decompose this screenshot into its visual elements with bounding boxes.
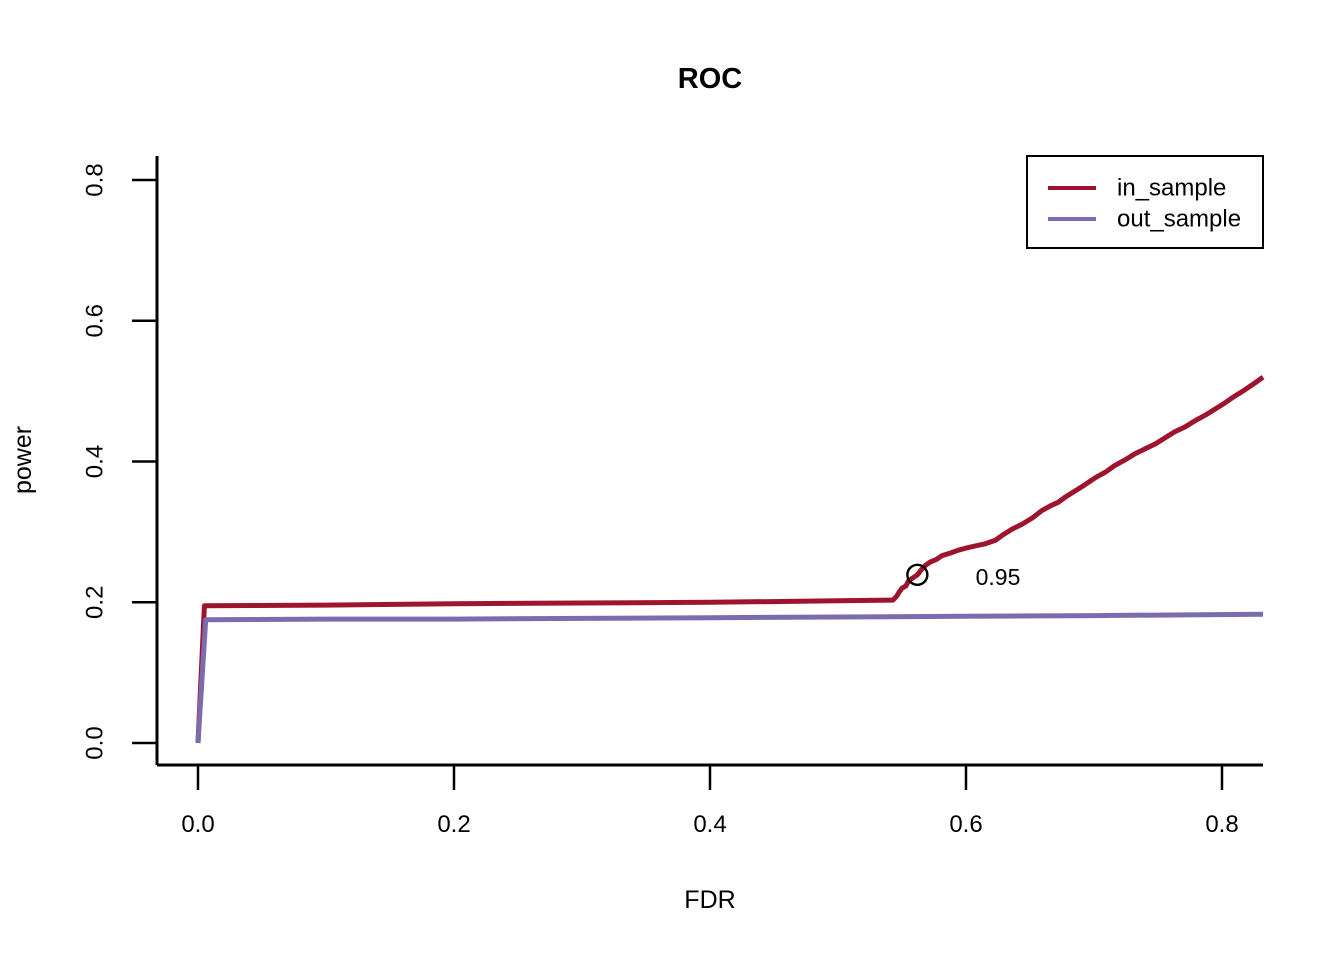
legend-label-in-sample: in_sample <box>1117 175 1226 202</box>
y-tick-label: 0.6 <box>82 304 109 337</box>
legend-box <box>1026 155 1264 249</box>
x-tick-label: 0.0 <box>181 811 214 838</box>
y-axis-title: power <box>9 426 37 494</box>
y-tick-label: 0.2 <box>82 586 109 619</box>
y-tick-label: 0.0 <box>82 726 109 759</box>
threshold-marker-icon <box>906 563 929 587</box>
legend-label-out-sample: out_sample <box>1117 206 1241 233</box>
chart-title: ROC <box>678 63 743 95</box>
x-axis-title: FDR <box>684 886 735 914</box>
series-line-in_sample <box>195 375 1265 744</box>
y-tick-label: 0.8 <box>82 163 109 196</box>
series-layer <box>195 375 1265 744</box>
y-tick-label: 0.4 <box>82 445 109 478</box>
threshold-annotation: 0.95 <box>976 564 1021 590</box>
x-tick-label: 0.6 <box>949 811 982 838</box>
x-tick-label: 0.8 <box>1205 811 1238 838</box>
series-line-out_sample <box>195 611 1264 744</box>
legend: in_sample out_sample <box>1026 155 1264 249</box>
x-tick-label: 0.4 <box>693 811 726 838</box>
x-tick-label: 0.2 <box>437 811 470 838</box>
axes-layer: 0.0 0.2 0.4 0.6 0.8 0.0 0.2 0.4 0.6 0.8 <box>82 156 1263 838</box>
